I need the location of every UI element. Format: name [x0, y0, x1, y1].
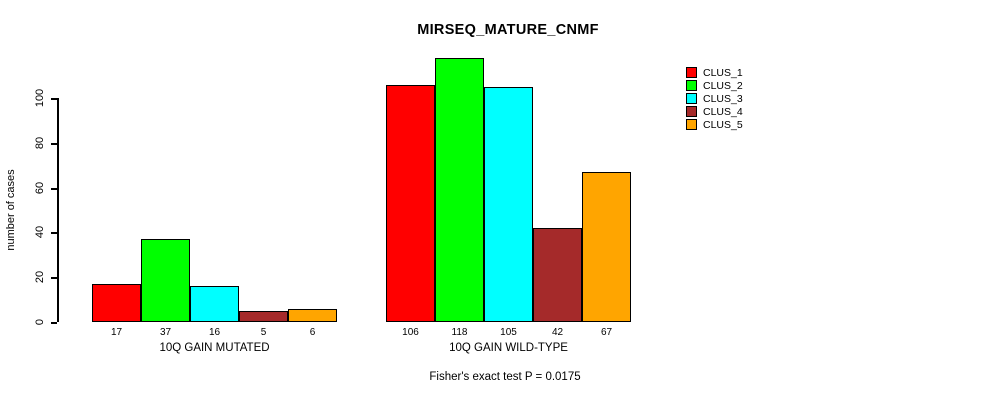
legend-swatch: [686, 67, 697, 78]
y-axis-tick-mark: [51, 188, 57, 190]
bar-clus_4-group2: [533, 228, 582, 322]
legend-swatch: [686, 106, 697, 117]
bar-value-label: 118: [451, 327, 468, 338]
bar-value-label: 106: [402, 327, 419, 338]
y-axis-tick-label: 60: [34, 181, 46, 195]
y-axis-tick-label: 20: [34, 270, 46, 284]
legend-row: CLUS_4: [686, 105, 743, 118]
legend-row: CLUS_2: [686, 79, 743, 92]
bar-clus_5-group1: [288, 309, 337, 322]
bar-clus_1-group1: [92, 284, 141, 322]
y-axis-tick-mark: [51, 143, 57, 145]
x-axis-group-label: 10Q GAIN MUTATED: [159, 342, 270, 354]
bar-clus_3-group2: [484, 87, 533, 322]
y-axis-tick-mark: [51, 322, 57, 324]
y-axis-tick-label: 100: [34, 88, 46, 108]
legend-row: CLUS_5: [686, 118, 743, 131]
bar-value-label: 17: [110, 327, 123, 338]
annotation-text: Fisher's exact test P = 0.0175: [429, 371, 581, 383]
legend-row: CLUS_3: [686, 92, 743, 105]
y-axis-tick-mark: [51, 232, 57, 234]
y-axis-tick-label: 80: [34, 136, 46, 150]
bar-value-label: 6: [309, 327, 316, 338]
bar-value-label: 5: [260, 327, 267, 338]
bar-value-label: 67: [600, 327, 613, 338]
bar-value-label: 37: [159, 327, 172, 338]
legend-label: CLUS_4: [703, 105, 743, 118]
bar-value-label: 16: [208, 327, 221, 338]
legend-swatch: [686, 93, 697, 104]
legend-swatch: [686, 119, 697, 130]
bar-clus_3-group1: [190, 286, 239, 322]
y-axis-tick-label: 40: [34, 225, 46, 239]
y-axis-tick-label: 0: [34, 318, 46, 326]
legend-row: CLUS_1: [686, 66, 743, 79]
legend-label: CLUS_5: [703, 118, 743, 131]
x-axis-group-label: 10Q GAIN WILD-TYPE: [449, 342, 568, 354]
y-axis-line: [57, 98, 59, 322]
bar-clus_4-group1: [239, 311, 288, 322]
y-axis-tick-mark: [51, 98, 57, 100]
bar-clus_1-group2: [386, 85, 435, 322]
legend-swatch: [686, 80, 697, 91]
chart-title: MIRSEQ_MATURE_CNMF: [417, 22, 599, 38]
legend-label: CLUS_1: [703, 66, 743, 79]
legend-label: CLUS_2: [703, 79, 743, 92]
y-axis-tick-mark: [51, 277, 57, 279]
legend: CLUS_1 CLUS_2 CLUS_3 CLUS_4 CLUS_5: [686, 66, 743, 131]
bar-value-label: 105: [500, 327, 517, 338]
bar-value-label: 42: [551, 327, 564, 338]
legend-label: CLUS_3: [703, 92, 743, 105]
bar-clus_2-group1: [141, 239, 190, 322]
bar-clus_2-group2: [435, 58, 484, 322]
y-axis-title: number of cases: [5, 169, 17, 251]
bar-clus_5-group2: [582, 172, 631, 322]
